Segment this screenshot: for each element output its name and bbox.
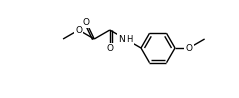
Text: O: O bbox=[106, 44, 113, 53]
Text: H: H bbox=[126, 34, 133, 44]
Text: N: N bbox=[118, 34, 125, 44]
Text: O: O bbox=[83, 18, 90, 27]
Text: O: O bbox=[185, 44, 193, 53]
Text: O: O bbox=[75, 25, 82, 34]
